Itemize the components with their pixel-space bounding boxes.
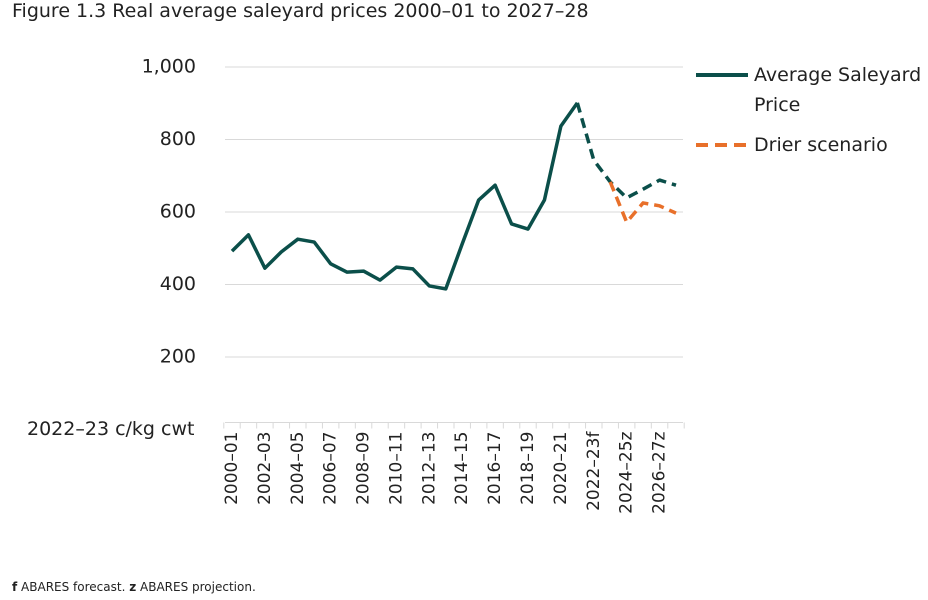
y-tick-label: 800	[160, 128, 196, 150]
legend-item: Drier scenario	[694, 130, 924, 160]
x-tick-label: 2022–23f	[584, 430, 604, 510]
footnote: f ABARES forecast. z ABARES projection.	[12, 580, 256, 594]
x-tick-label: 2016–17	[485, 431, 505, 504]
y-tick-label: 600	[160, 201, 196, 223]
y-axis-label: 2022–23 c/kg cwt	[27, 418, 195, 440]
x-tick-label: 2014–15	[452, 432, 472, 505]
x-tick-label: 2006–07	[321, 432, 341, 505]
x-tick-label: 2000–01	[222, 432, 242, 505]
x-tick-label: 2004–05	[288, 432, 308, 505]
legend-label: Average Saleyard Price	[754, 64, 922, 116]
y-tick-label: 200	[160, 346, 196, 368]
x-tick-label: 2010–11	[386, 432, 406, 505]
x-tick-label: 2026–27z	[650, 431, 670, 513]
series-line	[230, 101, 579, 291]
x-tick-label: 2024–25z	[617, 431, 637, 513]
footnote-text: ABARES projection.	[136, 580, 256, 594]
y-tick-label: 1,000	[142, 56, 196, 78]
legend-swatch	[694, 130, 750, 160]
y-tick-label: 400	[160, 273, 196, 295]
series-line	[608, 181, 677, 224]
footnote-key: z	[129, 580, 137, 594]
x-tick-label: 2020–21	[551, 432, 571, 505]
chart-title: Figure 1.3 Real average saleyard prices …	[12, 0, 589, 22]
x-tick-label: 2008–09	[354, 432, 374, 505]
legend: Average Saleyard Price Drier scenario	[694, 60, 924, 170]
legend-item: Average Saleyard Price	[694, 60, 924, 120]
legend-line	[696, 143, 748, 147]
series-line	[575, 102, 677, 200]
x-tick-label: 2018–19	[518, 432, 538, 505]
legend-label: Drier scenario	[754, 134, 888, 156]
footnote-key: f	[12, 580, 18, 594]
footnote-text: ABARES forecast.	[17, 580, 130, 594]
legend-swatch	[694, 60, 750, 90]
x-tick-label: 2002–03	[255, 432, 275, 505]
x-tick-label: 2012–13	[419, 432, 439, 505]
legend-line	[696, 73, 748, 77]
